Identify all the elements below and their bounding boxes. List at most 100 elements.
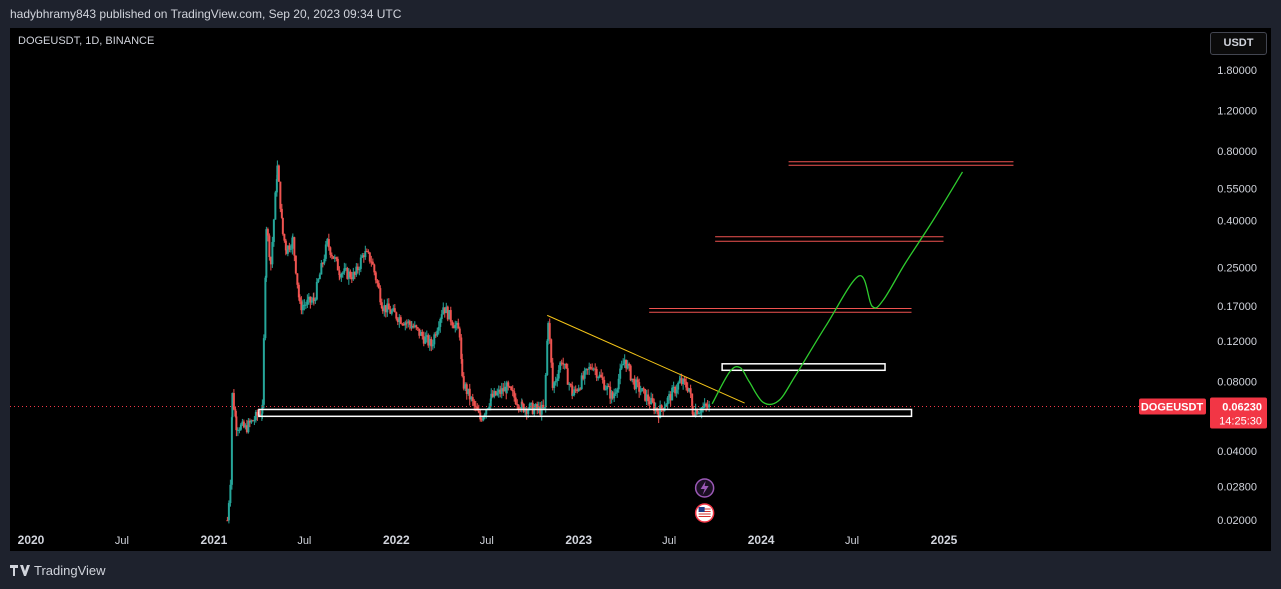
candle: [390, 308, 393, 316]
price-axis[interactable]: 1.80000 1.20000 0.80000 0.55000 0.40000 0.250…: [1217, 65, 1257, 527]
candle: [559, 361, 562, 373]
candle: [268, 233, 271, 261]
candle-body: [703, 403, 706, 407]
candle: [335, 256, 338, 262]
candle: [565, 362, 568, 370]
candle: [281, 217, 284, 236]
candle-body: [443, 307, 446, 314]
candle: [480, 417, 483, 422]
candle-body: [534, 404, 537, 408]
candle-body: [647, 394, 650, 402]
candle-body: [595, 369, 598, 378]
candle-body: [294, 255, 297, 274]
candle-body: [659, 405, 662, 419]
candle: [326, 237, 329, 247]
price-tick-label: 0.02000: [1217, 515, 1257, 527]
candle: [344, 263, 347, 271]
candle: [548, 318, 551, 344]
candle: [597, 376, 600, 381]
candle: [562, 357, 565, 369]
candle-body: [691, 393, 694, 407]
candle: [455, 321, 458, 331]
candle: [244, 423, 247, 430]
candle-body: [514, 397, 517, 405]
candle: [470, 395, 473, 402]
candle: [499, 385, 502, 398]
currency-button[interactable]: USDT: [1210, 32, 1267, 55]
candle-body: [264, 277, 267, 339]
candle-body: [445, 306, 448, 314]
candle-body: [606, 386, 609, 390]
candle-body: [579, 388, 582, 390]
footer-brand: TradingView: [10, 562, 106, 578]
candle: [336, 256, 339, 271]
candle: [494, 390, 497, 396]
last-price-value: 0.06230: [1222, 402, 1262, 414]
candle-body: [505, 382, 508, 394]
candle: [554, 376, 557, 386]
candle-body: [262, 338, 265, 405]
candle: [507, 380, 510, 391]
candle-body: [617, 378, 620, 390]
candle: [633, 375, 636, 391]
candle-body: [433, 334, 436, 345]
candle: [589, 363, 592, 370]
candle-body: [465, 384, 468, 394]
candle-body: [471, 397, 474, 401]
chart-pane[interactable]: [10, 28, 1271, 551]
candle: [508, 385, 511, 389]
time-tick-label: Jul: [662, 535, 676, 547]
candle-body: [327, 238, 330, 248]
symbol-label[interactable]: DOGEUSDT, 1D, BINANCE: [18, 35, 155, 47]
candle-body: [543, 407, 546, 409]
candle-body: [571, 385, 574, 396]
time-tick-label: Jul: [480, 535, 494, 547]
candle-body: [251, 420, 254, 422]
candle-body: [376, 280, 379, 284]
candle: [550, 338, 553, 368]
candle: [601, 372, 604, 384]
candle: [245, 419, 248, 434]
candle: [609, 381, 612, 404]
candle-body: [296, 273, 299, 285]
candle-body: [522, 403, 525, 412]
candle-body: [530, 402, 533, 404]
candle-body: [347, 271, 350, 279]
candle: [607, 383, 610, 388]
candle-body: [247, 420, 250, 433]
candle-body: [639, 391, 642, 393]
candle-body: [603, 379, 606, 390]
candle: [421, 329, 424, 340]
candle: [585, 368, 588, 375]
candle-body: [245, 425, 248, 433]
candle-body: [442, 307, 445, 315]
candle-body: [660, 405, 663, 409]
candle-body: [269, 257, 272, 265]
candle: [410, 320, 413, 329]
candle-body: [601, 377, 604, 380]
candle: [674, 385, 677, 397]
candle: [340, 272, 343, 282]
candle: [269, 256, 272, 271]
time-axis[interactable]: 2020 Jul 2021 Jul 2022 Jul 2023 Jul 2024 Jul 2025: [18, 533, 958, 547]
candle-body: [604, 389, 607, 391]
candle-body: [239, 424, 242, 430]
candle: [571, 393, 574, 397]
candle-body: [588, 366, 591, 370]
candle-body: [563, 363, 566, 365]
candle: [370, 255, 373, 267]
candle-body: [439, 318, 442, 327]
candle-body: [248, 420, 251, 423]
support-zone-box: [258, 408, 913, 418]
candle: [697, 410, 700, 415]
candle-body: [408, 321, 411, 325]
candle-body: [586, 368, 589, 370]
candle-body: [428, 338, 431, 346]
candle-body: [413, 325, 416, 328]
candle: [289, 244, 292, 253]
candle: [622, 358, 625, 366]
candle: [310, 296, 313, 305]
candle-body: [559, 362, 562, 370]
candle-body: [513, 391, 516, 398]
